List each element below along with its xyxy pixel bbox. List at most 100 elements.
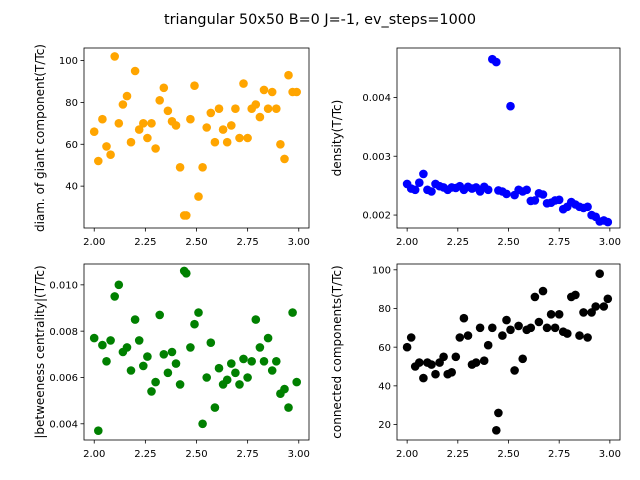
data-point	[583, 333, 592, 342]
data-point	[538, 190, 548, 199]
data-point	[227, 359, 236, 368]
data-point	[492, 57, 501, 67]
data-point	[247, 357, 256, 366]
subplot-diameter: 2.00 2.25 2.50 2.75 3.00 40 60 80 100 diam. of gi…	[33, 44, 310, 248]
data-point	[288, 308, 297, 317]
data-point	[251, 100, 261, 109]
data-point	[122, 91, 132, 101]
data-point	[202, 373, 211, 382]
data-point	[98, 340, 107, 350]
data-point	[186, 114, 195, 124]
y-tick-label: 0.004	[362, 93, 391, 104]
y-tick-label: 80	[378, 304, 391, 315]
data-point	[147, 119, 156, 128]
data-point	[255, 343, 265, 352]
data-point	[447, 368, 457, 377]
data-point	[214, 104, 224, 113]
data-point	[272, 357, 281, 366]
x-tick-label: 2.50	[497, 449, 519, 460]
data-point	[514, 321, 523, 331]
data-point	[182, 211, 191, 220]
data-point	[427, 187, 436, 196]
data-point	[235, 380, 244, 389]
y-tick-label: 100	[59, 56, 78, 67]
data-point	[506, 101, 515, 111]
data-point	[542, 323, 552, 333]
data-point	[202, 123, 211, 132]
data-point	[402, 342, 412, 352]
data-point	[151, 377, 160, 387]
data-point	[130, 315, 140, 324]
x-tick-label: 2.00	[396, 449, 418, 460]
data-point	[118, 100, 128, 109]
data-point	[526, 323, 536, 333]
data-point	[175, 380, 185, 389]
data-point	[194, 308, 203, 317]
data-point	[106, 150, 115, 159]
data-point	[130, 66, 140, 76]
data-point	[143, 352, 152, 361]
data-point	[571, 290, 580, 300]
data-point	[89, 333, 99, 343]
data-point	[427, 360, 436, 369]
data-point	[518, 354, 527, 364]
y-axis-label: |betweeness centrality|(T/Tc)	[33, 265, 47, 438]
data-point	[222, 137, 232, 147]
x-tick-label: 2.25	[447, 449, 469, 460]
data-point	[163, 368, 173, 378]
data-point	[554, 310, 564, 319]
subplot-density: 2.00 2.25 2.50 2.75 3.00 0.002 0.003 0.004 densi…	[330, 47, 621, 248]
data-point	[239, 354, 248, 364]
data-point	[498, 331, 507, 340]
data-point	[534, 317, 544, 327]
data-point	[155, 96, 164, 105]
data-point	[479, 356, 489, 366]
data-point	[431, 369, 440, 379]
data-point	[190, 81, 199, 90]
data-point	[122, 343, 132, 352]
data-point	[251, 315, 261, 324]
data-point	[410, 185, 420, 195]
x-tick-label: 2.00	[396, 237, 418, 248]
x-tick-label: 3.00	[599, 449, 621, 460]
y-tick-label: 0.004	[49, 419, 78, 430]
data-point	[284, 70, 293, 80]
data-point	[603, 217, 613, 227]
data-point	[459, 313, 469, 323]
data-point	[494, 408, 503, 418]
axes-frame	[396, 263, 621, 441]
data-point	[439, 352, 448, 362]
y-tick-label: 20	[378, 420, 391, 431]
y-tick-label: 0.002	[362, 211, 391, 222]
figure-title: triangular 50x50 B=0 J=-1, ev_steps=1000	[164, 12, 476, 28]
data-point	[284, 403, 293, 412]
data-point	[89, 127, 99, 136]
data-point	[198, 419, 207, 429]
data-point	[506, 325, 515, 335]
subplot-betweenness: 2.00 2.25 2.50 2.75 3.00 0.004 0.006 0.008 0.010…	[33, 263, 310, 460]
data-point	[522, 185, 531, 195]
y-axis-label: density(T/Tc)	[330, 100, 344, 177]
data-point	[190, 319, 199, 329]
x-tick-label: 3.00	[288, 449, 310, 460]
data-point	[510, 366, 519, 375]
data-point	[259, 85, 269, 95]
data-point	[488, 323, 497, 333]
data-point	[110, 52, 119, 61]
data-point	[583, 202, 592, 212]
data-point	[167, 347, 177, 357]
data-point	[263, 333, 273, 343]
data-point	[415, 358, 424, 367]
data-point	[126, 366, 136, 375]
y-tick-label: 100	[372, 265, 391, 276]
x-tick-label: 2.50	[185, 449, 207, 460]
data-point	[206, 338, 216, 348]
data-point	[139, 361, 148, 371]
data-point	[222, 375, 232, 385]
data-point	[155, 310, 164, 320]
data-point	[147, 387, 156, 396]
data-point	[563, 329, 572, 338]
x-tick-label: 2.75	[237, 237, 259, 248]
data-point	[134, 125, 144, 134]
y-tick-label: 0.006	[49, 373, 78, 384]
